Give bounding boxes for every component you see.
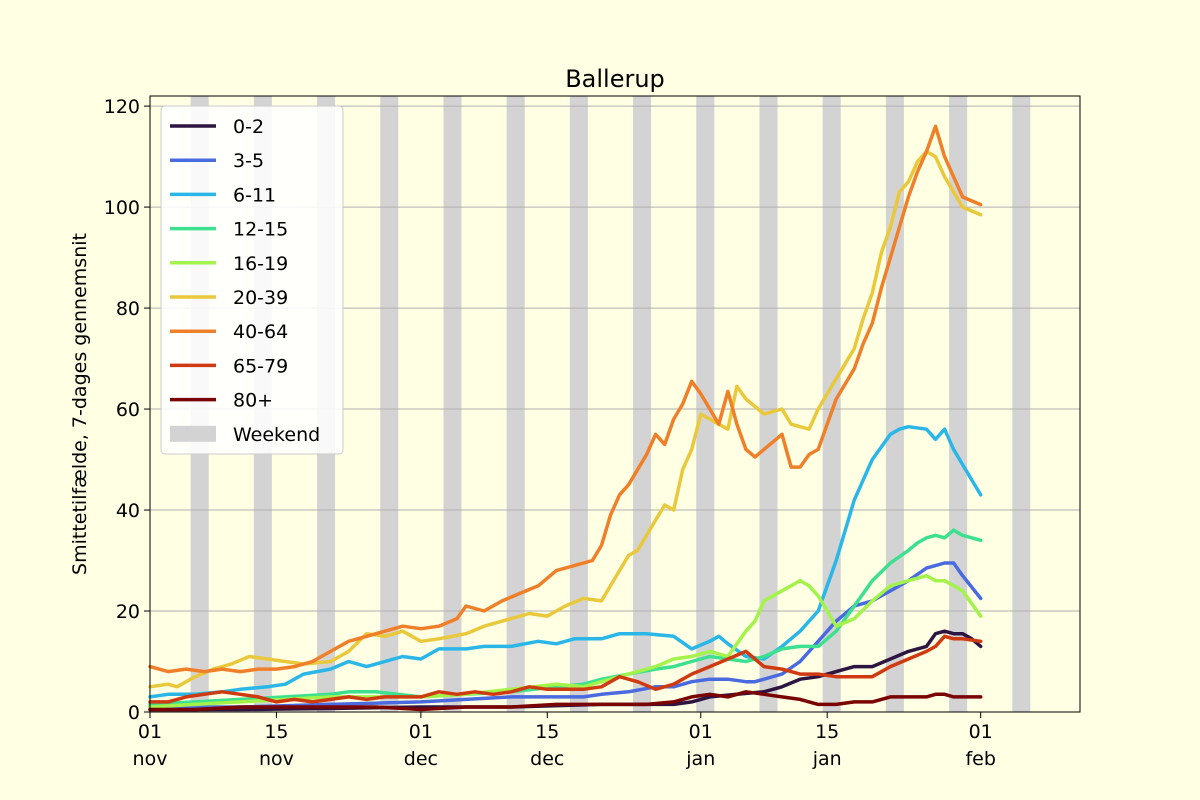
y-tick-label: 40 xyxy=(116,500,140,522)
weekend-bands xyxy=(190,96,1031,712)
y-tick-label: 20 xyxy=(116,601,140,623)
y-tick-label: 60 xyxy=(116,399,140,421)
series-line-3-5 xyxy=(148,561,983,709)
legend-label: 0-2 xyxy=(233,116,264,138)
legend-label: 6-11 xyxy=(233,184,276,206)
chart-title: Ballerup xyxy=(565,65,665,93)
legend-label: 20-39 xyxy=(233,287,288,309)
series-line-20-39 xyxy=(148,149,983,689)
legend-label: 12-15 xyxy=(233,219,288,241)
y-axis: 0 20 40 60 80 100 120 xyxy=(104,96,150,724)
legend-items: 0-2 3-5 6-11 12-15 16-19 20-39 40-64 65-79 80+ We… xyxy=(170,116,320,446)
x-tick-label-day: 15 xyxy=(535,721,559,743)
y-tick-label: 0 xyxy=(128,702,140,724)
weekend-band xyxy=(506,96,525,712)
x-tick-label-day: 15 xyxy=(264,721,288,743)
x-tick-label-month: feb xyxy=(965,748,995,770)
weekend-band xyxy=(443,96,462,712)
x-tick-label-day: 01 xyxy=(409,721,433,743)
legend: 0-2 3-5 6-11 12-15 16-19 20-39 40-64 65-79 80+ We… xyxy=(160,105,344,455)
x-tick-label-month: dec xyxy=(530,748,564,770)
series-line-40-64 xyxy=(148,124,983,674)
legend-label: 65-79 xyxy=(233,355,288,377)
weekend-band xyxy=(569,96,588,712)
x-tick-label-day: 01 xyxy=(689,721,713,743)
y-tick-label: 100 xyxy=(104,197,140,219)
x-tick-label-month: nov xyxy=(259,748,294,770)
series-line-16-19 xyxy=(148,573,983,709)
series-line-80+ xyxy=(148,690,983,712)
x-tick-label-day: 01 xyxy=(969,721,993,743)
series-line-6-11 xyxy=(148,424,983,699)
legend-swatch xyxy=(170,425,216,442)
y-axis-label: Smittetilfælde, 7-dages gennemsnit xyxy=(69,233,91,575)
weekend-band xyxy=(380,96,399,712)
x-tick-label-month: dec xyxy=(404,748,438,770)
weekend-band xyxy=(1012,96,1031,712)
y-tick-label: 80 xyxy=(116,298,140,320)
plot-frame xyxy=(149,95,1081,713)
x-axis: 01 nov 15 nov 01 dec 15 dec 01 jan 15 jan 01 feb xyxy=(133,712,996,770)
series-lines xyxy=(148,124,983,712)
legend-label: 3-5 xyxy=(233,150,264,172)
legend-label: Weekend xyxy=(233,424,320,446)
weekend-band xyxy=(633,96,652,712)
y-tick-label: 120 xyxy=(104,96,140,118)
legend-label: 16-19 xyxy=(233,253,288,275)
weekend-band xyxy=(759,96,778,712)
series-line-65-79 xyxy=(148,634,983,704)
weekend-band xyxy=(949,96,968,712)
legend-label: 80+ xyxy=(233,390,273,412)
x-tick-label-month: jan xyxy=(685,748,715,770)
x-tick-label-day: 01 xyxy=(138,721,162,743)
x-tick-label-month: jan xyxy=(812,748,842,770)
x-tick-label-month: nov xyxy=(133,748,168,770)
series-line-12-15 xyxy=(148,528,983,707)
x-tick-label-day: 15 xyxy=(815,721,839,743)
legend-label: 40-64 xyxy=(233,321,288,343)
